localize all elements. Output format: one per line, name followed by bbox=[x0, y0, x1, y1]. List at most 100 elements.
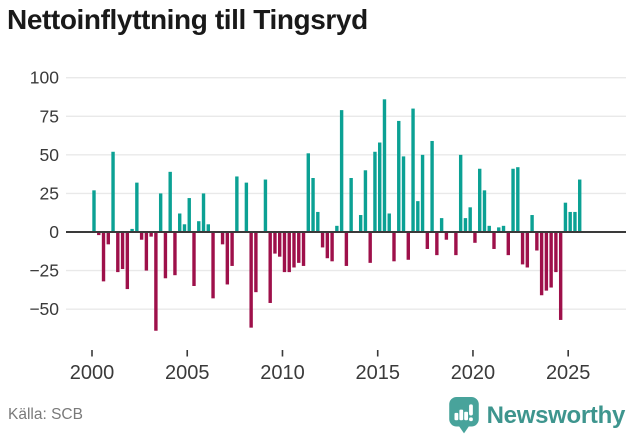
bar-negative bbox=[125, 232, 130, 290]
bar-negative bbox=[320, 232, 325, 248]
bar-positive bbox=[349, 178, 353, 232]
bar-negative bbox=[97, 232, 101, 236]
bar-negative bbox=[220, 232, 225, 245]
bar-negative bbox=[230, 232, 234, 266]
bar-negative bbox=[297, 232, 301, 263]
bar-positive bbox=[339, 110, 344, 232]
bar-negative bbox=[549, 232, 553, 288]
bar-negative bbox=[163, 232, 168, 279]
bar-positive bbox=[311, 178, 315, 232]
bar-negative bbox=[473, 232, 477, 243]
newsworthy-barchart-pin-icon bbox=[448, 397, 479, 434]
bar-negative bbox=[506, 232, 510, 256]
bar-positive bbox=[306, 153, 310, 232]
bar-positive bbox=[130, 228, 134, 232]
bar-negative bbox=[325, 232, 330, 259]
bar-negative bbox=[154, 232, 158, 331]
bar-positive bbox=[497, 227, 501, 232]
x-axis-tick-label: 2025 bbox=[546, 362, 591, 384]
bar-negative bbox=[120, 232, 125, 270]
bar-positive bbox=[439, 218, 444, 232]
bar-negative bbox=[139, 232, 144, 240]
bar-negative bbox=[444, 232, 449, 240]
y-axis-tick-label: 50 bbox=[40, 145, 60, 165]
bar-positive bbox=[511, 168, 515, 232]
bar-negative bbox=[101, 232, 106, 282]
bar-negative bbox=[249, 232, 253, 328]
bar-negative bbox=[106, 232, 110, 245]
x-axis-tick-label: 2015 bbox=[355, 362, 400, 384]
bar-negative bbox=[425, 232, 430, 249]
bar-positive bbox=[111, 151, 115, 232]
bar-positive bbox=[201, 193, 206, 232]
bar-negative bbox=[287, 232, 291, 273]
bar-negative bbox=[268, 232, 272, 303]
bar-positive bbox=[501, 225, 506, 232]
bar-negative bbox=[368, 232, 372, 263]
bar-positive bbox=[178, 213, 182, 232]
bar-positive bbox=[416, 201, 420, 232]
bar-positive bbox=[335, 225, 339, 232]
y-axis-tick-label: 25 bbox=[40, 183, 59, 203]
bar-positive bbox=[578, 179, 582, 232]
bar-positive bbox=[568, 211, 572, 232]
bar-positive bbox=[182, 224, 187, 232]
bar-positive bbox=[482, 190, 487, 232]
bar-negative bbox=[254, 232, 258, 293]
bar-negative bbox=[554, 232, 558, 273]
bar-negative bbox=[344, 232, 349, 266]
net-migration-bar-chart: 100 75 50 25 0 −25 −50 2000 2005 2010 2015 2020 2025 bbox=[29, 68, 626, 384]
bar-positive bbox=[382, 99, 387, 232]
y-axis-tick-label: 0 bbox=[49, 222, 59, 242]
bar-positive bbox=[158, 193, 163, 232]
bar-negative bbox=[173, 232, 177, 276]
bar-negative bbox=[144, 232, 149, 271]
bar-negative bbox=[492, 232, 496, 249]
chart-title: Nettoinflyttning till Tingsryd bbox=[7, 4, 368, 35]
bar-negative bbox=[539, 232, 544, 296]
bar-positive bbox=[458, 154, 463, 232]
bar-positive bbox=[168, 171, 172, 232]
bar-positive bbox=[478, 168, 482, 232]
bar-positive bbox=[530, 215, 534, 232]
newsworthy-wordmark: Newsworthy bbox=[486, 402, 626, 429]
bar-positive bbox=[468, 207, 472, 232]
bar-positive bbox=[487, 225, 491, 232]
bar-negative bbox=[392, 232, 396, 262]
bar-positive bbox=[420, 154, 425, 232]
bar-positive bbox=[430, 140, 434, 232]
x-axis-tick-label: 2020 bbox=[451, 362, 496, 384]
bar-negative bbox=[278, 232, 282, 257]
x-axis-tick-label: 2005 bbox=[165, 362, 210, 384]
bar-negative bbox=[225, 232, 230, 285]
bar-positive bbox=[463, 218, 468, 232]
bar-negative bbox=[301, 232, 306, 266]
bar-negative bbox=[273, 232, 277, 254]
bar-negative bbox=[454, 232, 458, 256]
bar-negative bbox=[330, 232, 334, 262]
bar-positive bbox=[206, 224, 210, 232]
y-axis-tick-label: 75 bbox=[40, 106, 59, 126]
bar-negative bbox=[282, 232, 287, 273]
bar-positive bbox=[316, 211, 320, 232]
y-axis-tick-label: 100 bbox=[30, 68, 59, 88]
bar-negative bbox=[525, 232, 530, 268]
bar-positive bbox=[197, 221, 201, 232]
bar-positive bbox=[358, 215, 363, 232]
bar-negative bbox=[292, 232, 296, 268]
bar-negative bbox=[435, 232, 439, 256]
bar-positive bbox=[187, 198, 191, 232]
bar-positive bbox=[235, 176, 239, 232]
bar-positive bbox=[516, 167, 520, 232]
bar-negative bbox=[192, 232, 196, 286]
newsworthy-logo[interactable]: Newsworthy bbox=[448, 397, 626, 435]
bar-positive bbox=[373, 151, 377, 232]
y-axis-tick-label: −50 bbox=[29, 299, 59, 319]
bar-positive bbox=[244, 182, 249, 232]
bar-negative bbox=[116, 232, 120, 273]
bar-positive bbox=[378, 142, 382, 232]
bar-positive bbox=[411, 108, 415, 232]
bar-negative bbox=[544, 232, 549, 291]
bar-positive bbox=[263, 179, 268, 232]
